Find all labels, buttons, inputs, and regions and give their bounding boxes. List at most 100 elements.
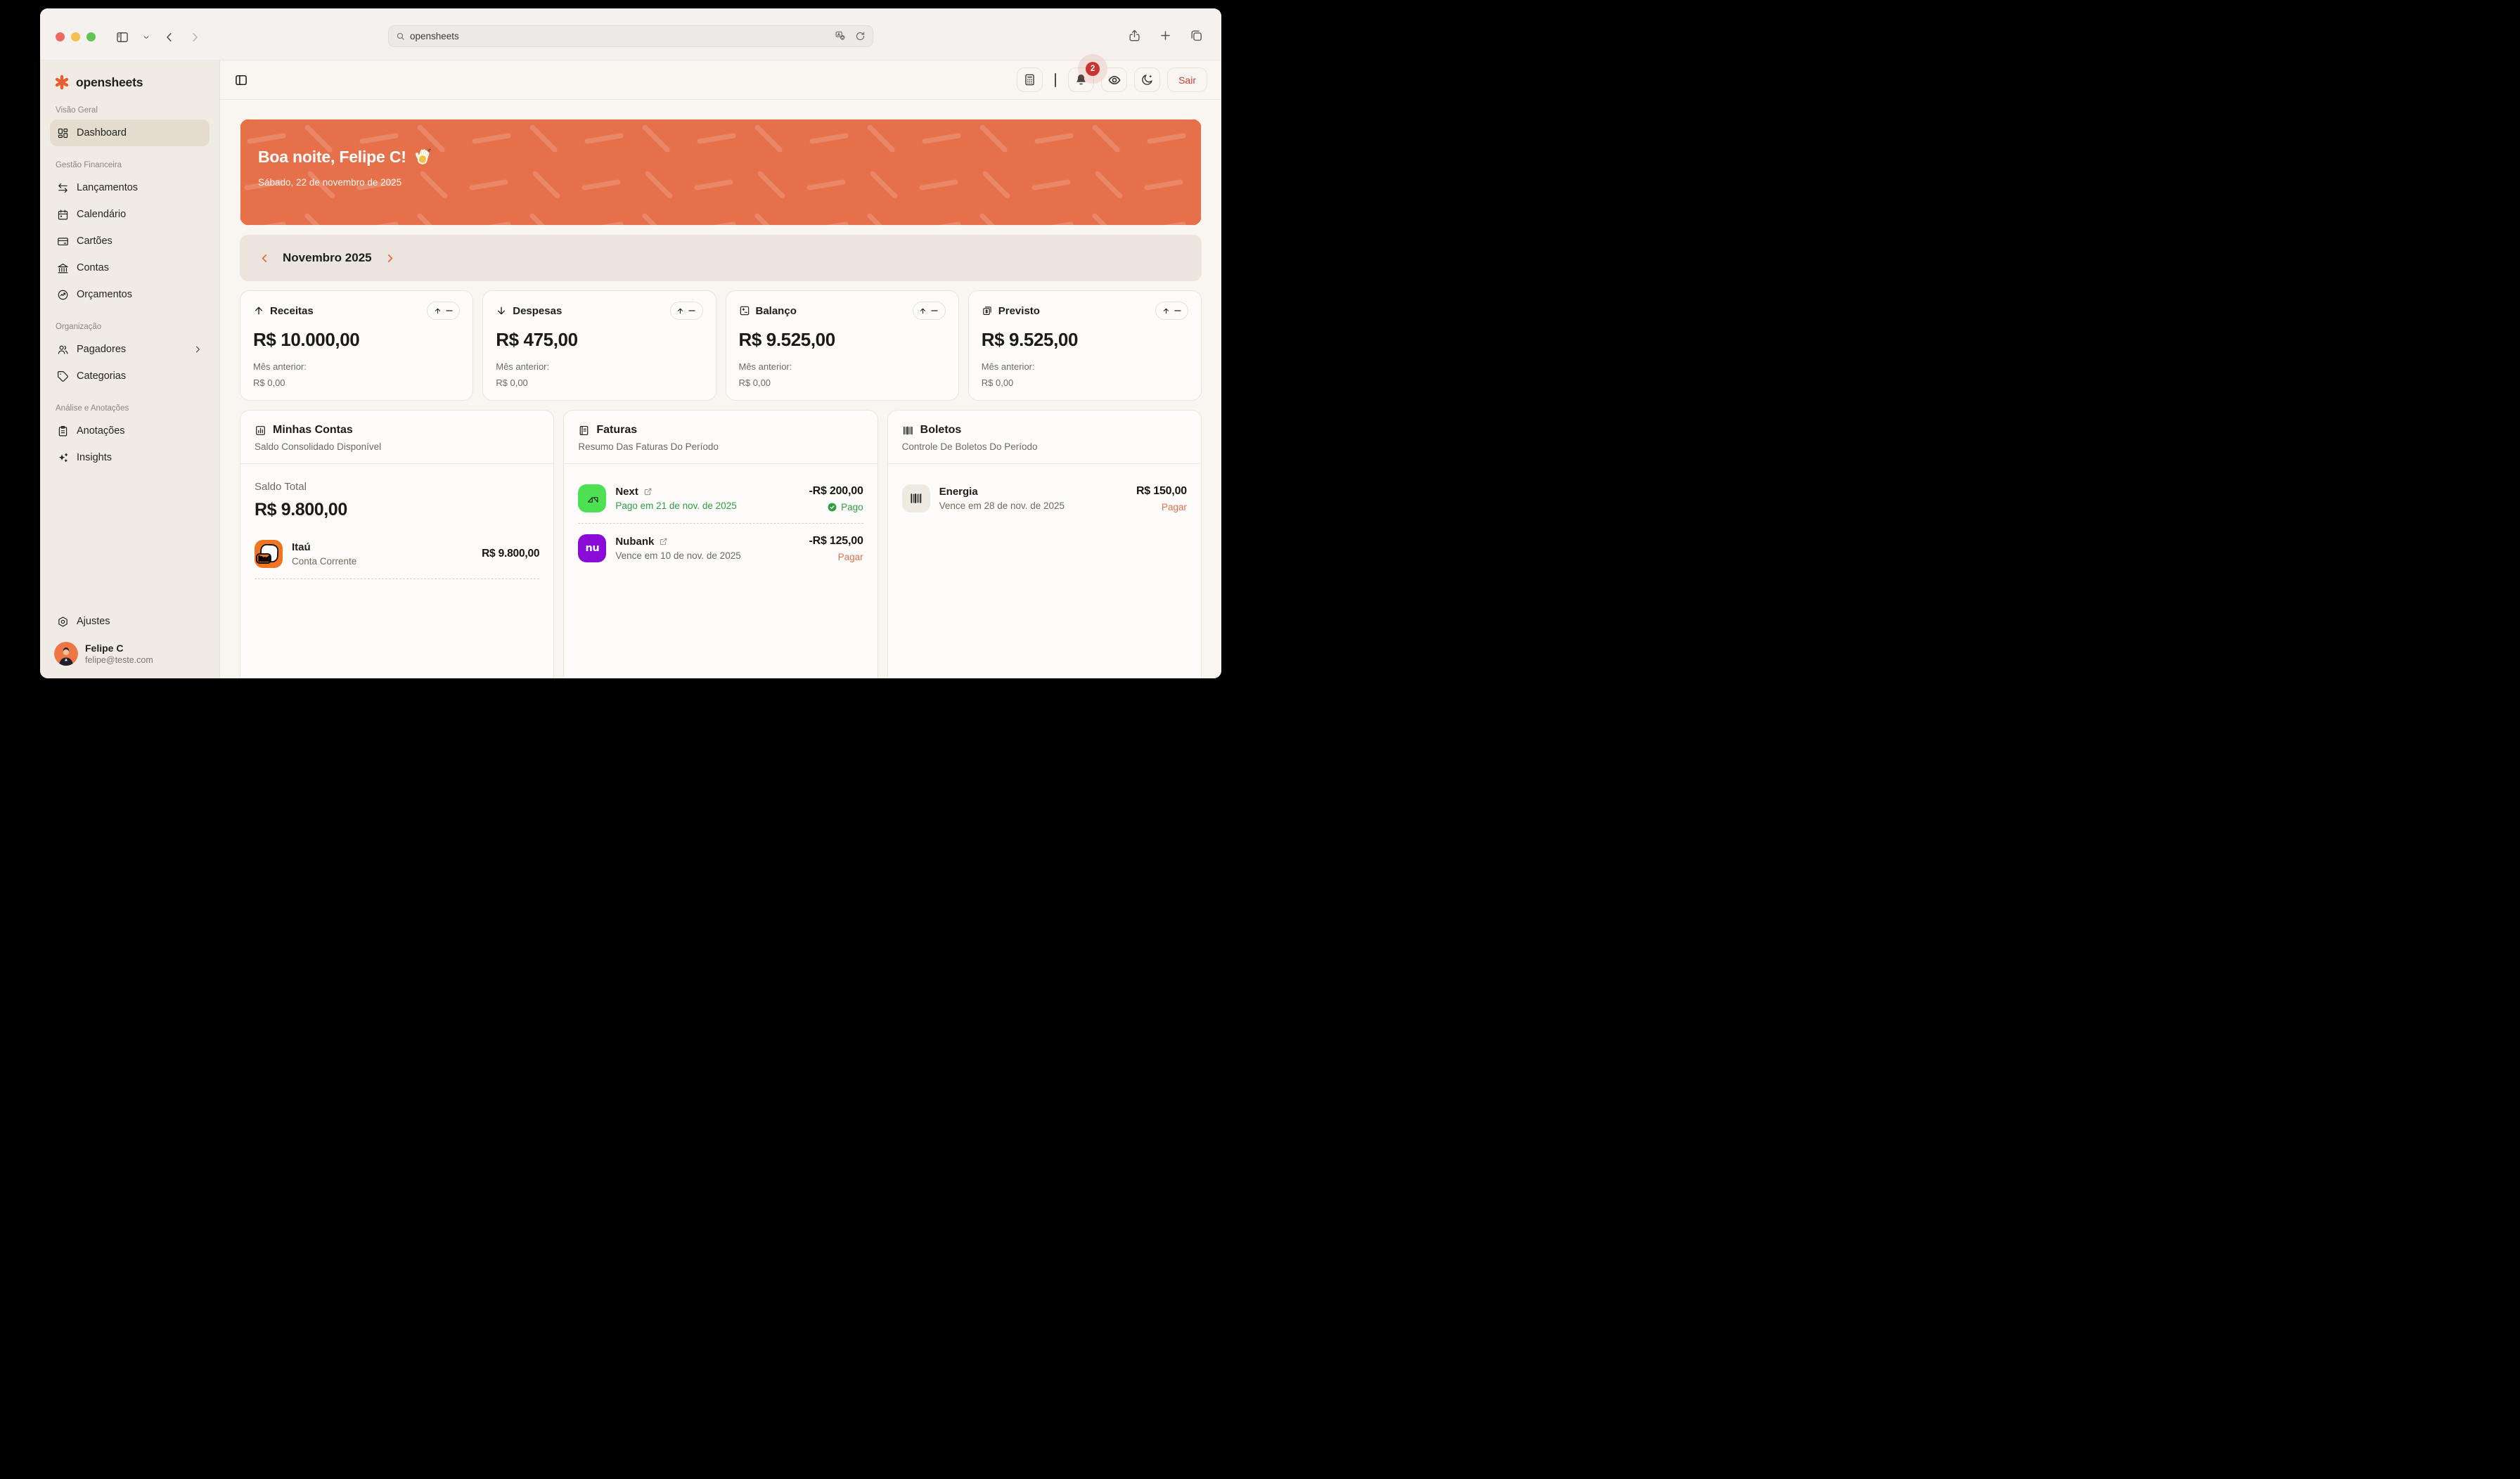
reload-icon[interactable]: [855, 30, 866, 41]
invoice-name[interactable]: Next: [615, 486, 638, 498]
logout-button[interactable]: Sair: [1167, 67, 1207, 92]
greeting-banner: Boa noite, Felipe C!: [240, 119, 1202, 226]
sidebar-section-label: Organização: [56, 323, 102, 331]
sidebar-section-label: Gestão Financeira: [56, 161, 122, 169]
minimize-button[interactable]: [71, 32, 80, 41]
transactions-icon: [57, 182, 69, 194]
boleto-detail: Vence em 28 de nov. de 2025: [939, 500, 1065, 511]
invoice-row[interactable]: Next Pago em 21 de nov. de 2025 -R$ 200,…: [578, 474, 863, 524]
zoom-button[interactable]: [86, 32, 96, 41]
invoices-panel: Faturas Resumo Das Faturas Do Período: [563, 410, 878, 678]
sidebar-item-label: Categorias: [77, 370, 127, 382]
tab-groups-chevron-icon[interactable]: [142, 33, 150, 41]
tab-overview-icon[interactable]: [1190, 29, 1203, 42]
browser-sidebar-toggle-button[interactable]: [115, 30, 129, 44]
stat-title: Previsto: [998, 304, 1040, 317]
invoice-amount: -R$ 125,00: [809, 534, 863, 547]
sidebar-collapse-icon[interactable]: [234, 73, 248, 87]
address-bar[interactable]: opensheets: [388, 25, 873, 47]
boleto-amount: R$ 150,00: [1136, 484, 1187, 497]
privacy-eye-button[interactable]: [1101, 67, 1128, 92]
greeting-text: Boa noite, Felipe C!: [258, 148, 406, 166]
calculator-button[interactable]: [1017, 67, 1043, 92]
stat-prev-label: Mês anterior:: [496, 361, 550, 372]
app-logo[interactable]: opensheets: [50, 70, 210, 91]
sidebar-item-label: Ajustes: [77, 616, 110, 627]
sidebar-section-label: Visão Geral: [56, 106, 98, 115]
boleto-pay-action[interactable]: Pagar: [1161, 501, 1187, 512]
trend-toggle-button[interactable]: [912, 302, 946, 320]
prev-month-button[interactable]: [259, 252, 271, 264]
invoice-name[interactable]: Nubank: [615, 536, 655, 548]
sidebar-item-anotacoes[interactable]: Anotações: [50, 418, 210, 444]
next-month-button[interactable]: [384, 252, 396, 264]
trend-toggle-button[interactable]: [427, 302, 461, 320]
invoice-detail: Vence em 10 de nov. de 2025: [615, 550, 741, 561]
sidebar-section-label: Análise e Anotações: [56, 404, 129, 413]
sidebar-item-categorias[interactable]: Categorias: [50, 363, 210, 389]
panel-subtitle: Resumo Das Faturas Do Período: [578, 441, 719, 452]
total-balance-value: R$ 9.800,00: [255, 500, 347, 519]
back-button[interactable]: [163, 31, 176, 44]
account-type: Conta Corrente: [292, 556, 357, 567]
stat-value: R$ 9.525,00: [738, 329, 836, 350]
panel-title: Faturas: [596, 424, 638, 436]
sidebar-item-label: Dashboard: [77, 127, 127, 138]
invoice-pay-action[interactable]: Pagar: [837, 551, 863, 562]
sidebar-item-lancamentos[interactable]: Lançamentos: [50, 174, 210, 201]
stat-prev-value: R$ 0,00: [496, 377, 528, 388]
new-tab-icon[interactable]: [1159, 29, 1172, 42]
waving-hand-emoji: [415, 148, 431, 164]
sidebar-item-label: Calendário: [77, 209, 127, 220]
forward-button[interactable]: [188, 31, 201, 44]
stat-card-receitas: Receitas R$ 10.000,00 Mês anterior: R$ 0…: [240, 290, 474, 401]
sidebar-item-cartoes[interactable]: Cartões: [50, 228, 210, 254]
stat-title: Receitas: [270, 304, 314, 317]
sidebar-item-insights[interactable]: Insights: [50, 444, 210, 471]
invoice-detail: Pago em 21 de nov. de 2025: [615, 500, 737, 511]
receipt-icon: [578, 425, 590, 437]
arrow-up-icon: [253, 305, 264, 316]
dark-mode-button[interactable]: [1134, 67, 1161, 92]
clipboard-icon: [57, 425, 69, 437]
panel-subtitle: Controle De Boletos Do Período: [901, 441, 1038, 452]
stat-value: R$ 475,00: [496, 329, 578, 350]
sidebar-item-orcamentos[interactable]: Orçamentos: [50, 281, 210, 308]
close-button[interactable]: [56, 32, 65, 41]
stat-prev-label: Mês anterior:: [253, 361, 307, 372]
barcode-icon: [902, 425, 914, 437]
budget-chart-icon: [57, 289, 69, 301]
stat-prev-label: Mês anterior:: [738, 361, 792, 372]
external-link-icon[interactable]: [643, 487, 652, 496]
boletos-panel: Boletos Controle De Boletos Do Período E…: [887, 410, 1202, 678]
sparkles-icon: [57, 452, 69, 464]
sidebar-item-ajustes[interactable]: Ajustes: [50, 608, 210, 635]
sidebar-item-dashboard[interactable]: Dashboard: [50, 120, 210, 146]
sidebar-item-label: Cartões: [77, 235, 112, 247]
panels-row: Minhas Contas Saldo Consolidado Disponív…: [240, 410, 1202, 678]
sidebar-item-contas[interactable]: Contas: [50, 254, 210, 281]
boleto-barcode-icon: [901, 484, 930, 512]
chevron-right-icon: [193, 344, 202, 354]
boleto-row[interactable]: Energia Vence em 28 de nov. de 2025 R$ 1…: [901, 474, 1187, 523]
stat-prev-value: R$ 0,00: [738, 377, 771, 388]
invoice-row[interactable]: nu Nubank Vence em 10 de nov. de 2025: [578, 524, 863, 573]
translate-icon[interactable]: [835, 30, 847, 41]
share-icon[interactable]: [1128, 29, 1141, 42]
app-logo-text: opensheets: [76, 75, 143, 89]
notifications-button[interactable]: 2: [1068, 62, 1100, 92]
sidebar-item-label: Lançamentos: [77, 182, 139, 193]
account-row[interactable]: itaú Itaú Conta Corrente R$ 9.800,00: [255, 529, 540, 579]
user-profile[interactable]: Felipe C felipe@teste.com: [50, 635, 210, 667]
stat-value: R$ 9.525,00: [981, 329, 1079, 350]
sidebar-item-pagadores[interactable]: Pagadores: [50, 336, 210, 363]
user-name: Felipe C: [85, 642, 124, 654]
dashboard-icon: [57, 127, 69, 139]
sidebar-item-calendario[interactable]: Calendário: [50, 201, 210, 228]
external-link-icon[interactable]: [659, 537, 668, 546]
stat-value: R$ 10.000,00: [253, 329, 360, 350]
trend-toggle-button[interactable]: [1155, 302, 1188, 320]
next-bank-logo: [578, 484, 607, 512]
settings-icon: [57, 616, 69, 628]
trend-toggle-button[interactable]: [669, 302, 703, 320]
